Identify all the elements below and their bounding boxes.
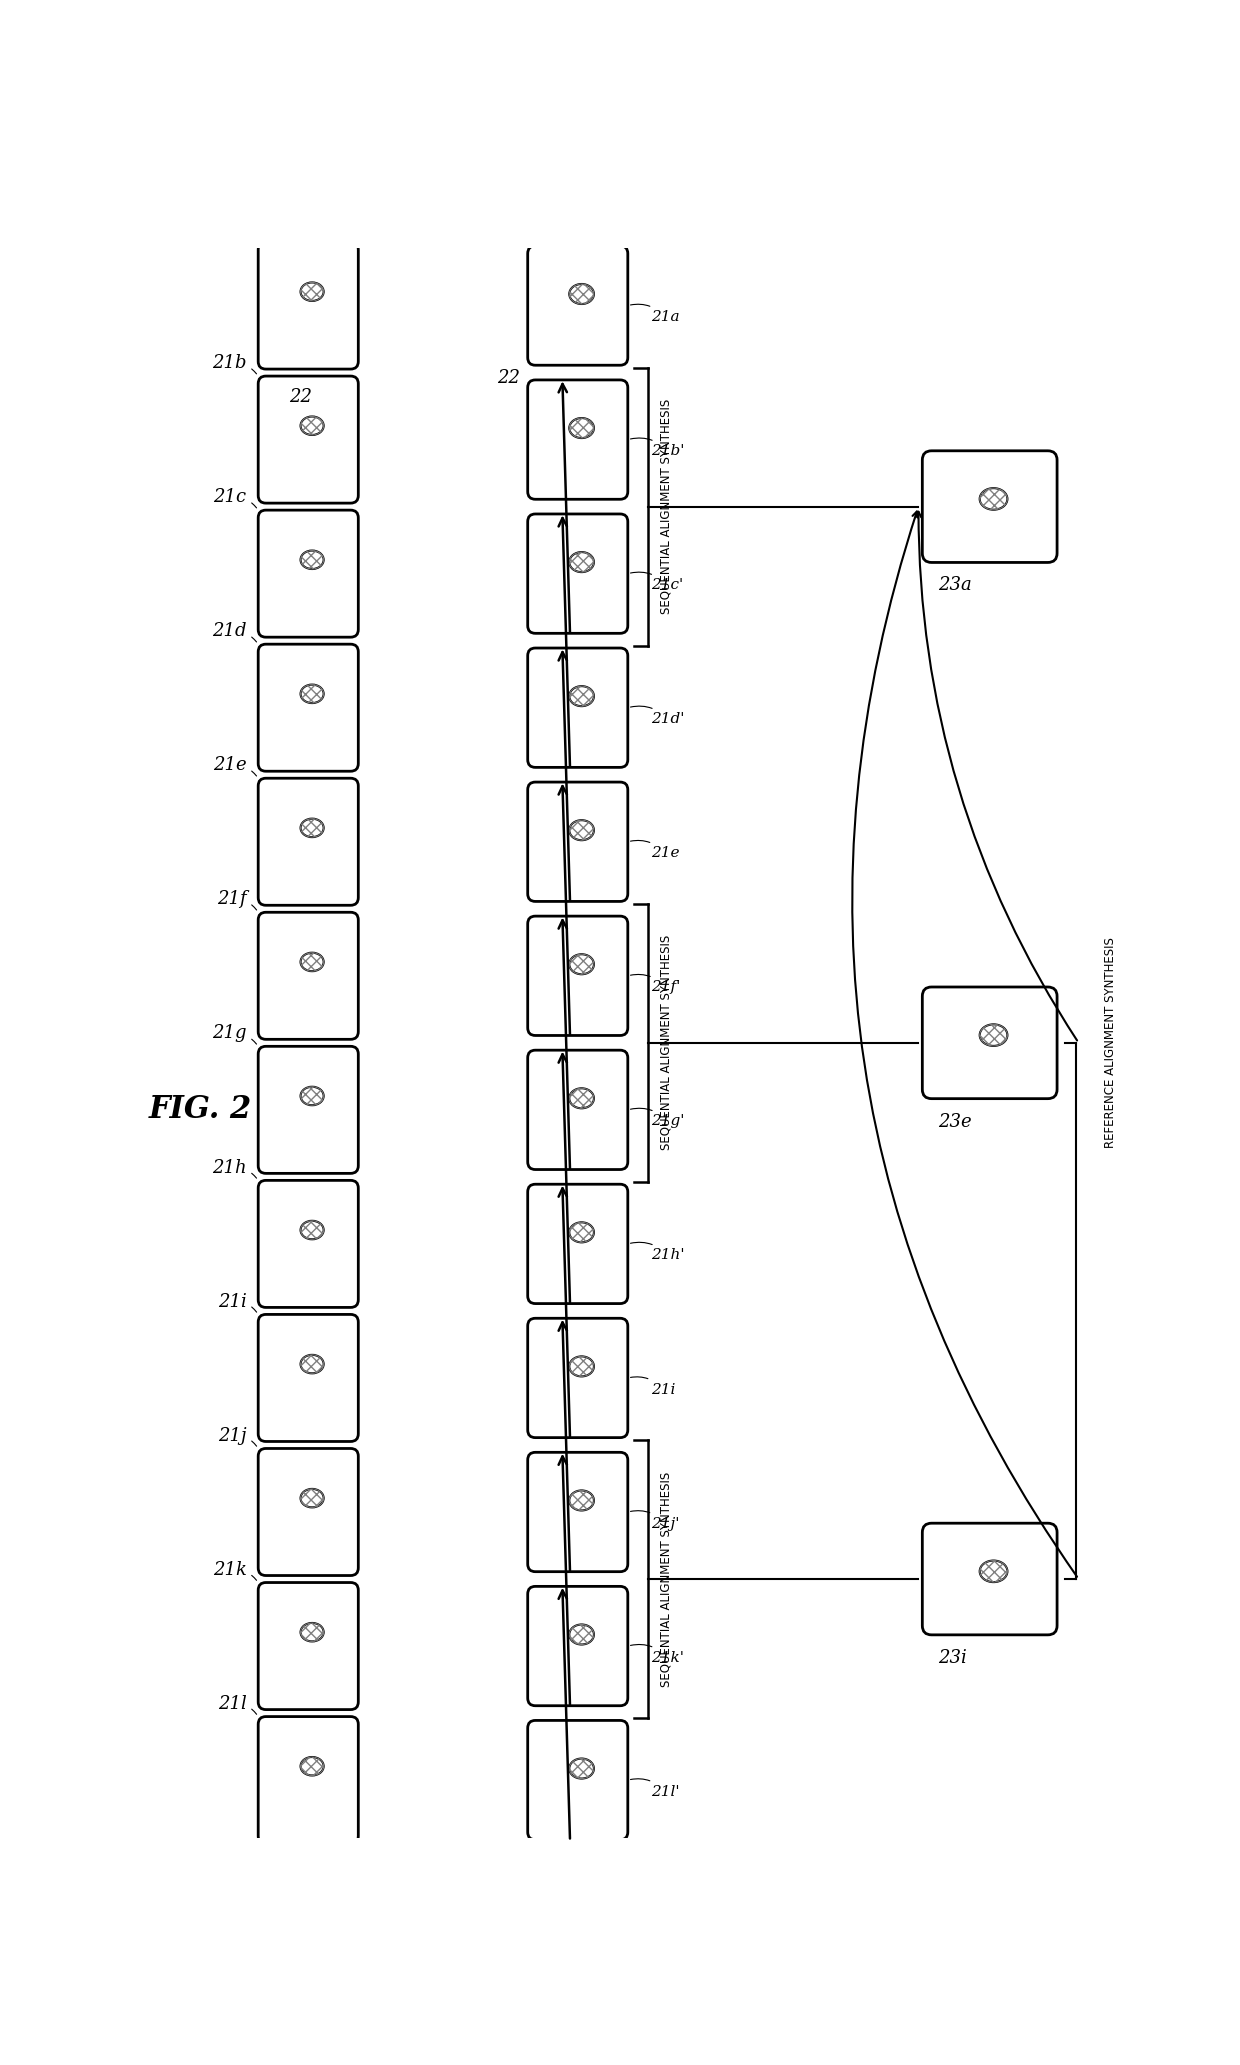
- FancyBboxPatch shape: [923, 987, 1056, 1099]
- Text: 21i: 21i: [630, 1377, 676, 1396]
- FancyBboxPatch shape: [258, 1716, 358, 1844]
- Ellipse shape: [980, 1024, 1007, 1045]
- Ellipse shape: [569, 1491, 594, 1510]
- Text: 21d: 21d: [212, 622, 257, 642]
- Text: SEQUENTIAL ALIGNMENT SYNTHESIS: SEQUENTIAL ALIGNMENT SYNTHESIS: [660, 935, 673, 1150]
- Text: 21k': 21k': [630, 1644, 684, 1664]
- Ellipse shape: [300, 1086, 324, 1105]
- Text: FIG. 2: FIG. 2: [149, 1094, 252, 1125]
- Ellipse shape: [300, 1623, 324, 1642]
- FancyBboxPatch shape: [258, 1181, 358, 1307]
- FancyBboxPatch shape: [528, 783, 627, 902]
- FancyBboxPatch shape: [258, 779, 358, 904]
- Text: 21h: 21h: [212, 1158, 257, 1179]
- Ellipse shape: [569, 954, 594, 975]
- FancyBboxPatch shape: [528, 1183, 627, 1303]
- Ellipse shape: [569, 820, 594, 840]
- FancyBboxPatch shape: [258, 242, 358, 370]
- Text: REFERENCE ALIGNMENT SYNTHESIS: REFERENCE ALIGNMENT SYNTHESIS: [1105, 938, 1117, 1148]
- Ellipse shape: [569, 1357, 594, 1377]
- Text: 21b': 21b': [630, 438, 684, 458]
- FancyBboxPatch shape: [258, 376, 358, 504]
- Text: 21j': 21j': [630, 1512, 680, 1530]
- Ellipse shape: [300, 686, 324, 702]
- FancyBboxPatch shape: [528, 648, 627, 768]
- Ellipse shape: [300, 818, 324, 836]
- FancyBboxPatch shape: [258, 1448, 358, 1576]
- FancyBboxPatch shape: [258, 510, 358, 638]
- Text: 21f': 21f': [630, 975, 681, 995]
- Ellipse shape: [300, 1489, 324, 1507]
- Text: 21l': 21l': [630, 1778, 680, 1799]
- Text: 21g': 21g': [630, 1109, 684, 1127]
- Ellipse shape: [569, 551, 594, 572]
- FancyBboxPatch shape: [528, 514, 627, 634]
- FancyBboxPatch shape: [528, 1317, 627, 1437]
- FancyBboxPatch shape: [258, 1315, 358, 1441]
- Ellipse shape: [300, 952, 324, 971]
- Ellipse shape: [569, 1222, 594, 1243]
- Text: 21c: 21c: [213, 487, 257, 508]
- Text: 22: 22: [497, 370, 520, 386]
- FancyBboxPatch shape: [528, 917, 627, 1035]
- Text: 21j: 21j: [218, 1427, 257, 1446]
- Text: 21k: 21k: [213, 1561, 257, 1580]
- Text: 21c': 21c': [630, 572, 683, 593]
- Ellipse shape: [300, 1220, 324, 1239]
- FancyBboxPatch shape: [923, 450, 1056, 562]
- Text: 21f: 21f: [217, 890, 257, 911]
- FancyBboxPatch shape: [528, 380, 627, 500]
- FancyBboxPatch shape: [528, 1051, 627, 1169]
- Ellipse shape: [569, 1625, 594, 1644]
- Ellipse shape: [980, 1561, 1007, 1582]
- Text: 23e: 23e: [937, 1113, 971, 1130]
- FancyBboxPatch shape: [528, 1452, 627, 1571]
- FancyBboxPatch shape: [258, 644, 358, 770]
- FancyBboxPatch shape: [528, 246, 627, 366]
- Text: 21d': 21d': [630, 706, 684, 727]
- Ellipse shape: [300, 417, 324, 436]
- Ellipse shape: [300, 1355, 324, 1373]
- FancyBboxPatch shape: [528, 1586, 627, 1706]
- Ellipse shape: [569, 686, 594, 706]
- Text: 21l: 21l: [218, 1695, 257, 1714]
- Ellipse shape: [569, 417, 594, 438]
- Ellipse shape: [300, 283, 324, 301]
- Ellipse shape: [300, 551, 324, 570]
- Text: 21i: 21i: [218, 1293, 257, 1311]
- Ellipse shape: [569, 1759, 594, 1778]
- Text: SEQUENTIAL ALIGNMENT SYNTHESIS: SEQUENTIAL ALIGNMENT SYNTHESIS: [660, 1472, 673, 1687]
- FancyBboxPatch shape: [258, 1582, 358, 1710]
- Text: 21e: 21e: [213, 756, 257, 776]
- Ellipse shape: [980, 487, 1007, 510]
- Text: SEQUENTIAL ALIGNMENT SYNTHESIS: SEQUENTIAL ALIGNMENT SYNTHESIS: [660, 399, 673, 613]
- Ellipse shape: [569, 1088, 594, 1109]
- FancyBboxPatch shape: [258, 1047, 358, 1173]
- Text: 21b: 21b: [212, 355, 257, 374]
- Text: 23a: 23a: [937, 576, 971, 595]
- Ellipse shape: [300, 1757, 324, 1776]
- Text: 21g: 21g: [212, 1024, 257, 1045]
- Ellipse shape: [569, 285, 594, 304]
- Text: 21a: 21a: [630, 304, 680, 324]
- Text: 21e: 21e: [630, 840, 680, 861]
- Text: 23i: 23i: [937, 1648, 966, 1666]
- FancyBboxPatch shape: [923, 1524, 1056, 1635]
- Text: 21h': 21h': [630, 1243, 684, 1262]
- Text: 22: 22: [289, 388, 312, 407]
- FancyBboxPatch shape: [528, 1720, 627, 1840]
- FancyBboxPatch shape: [258, 913, 358, 1039]
